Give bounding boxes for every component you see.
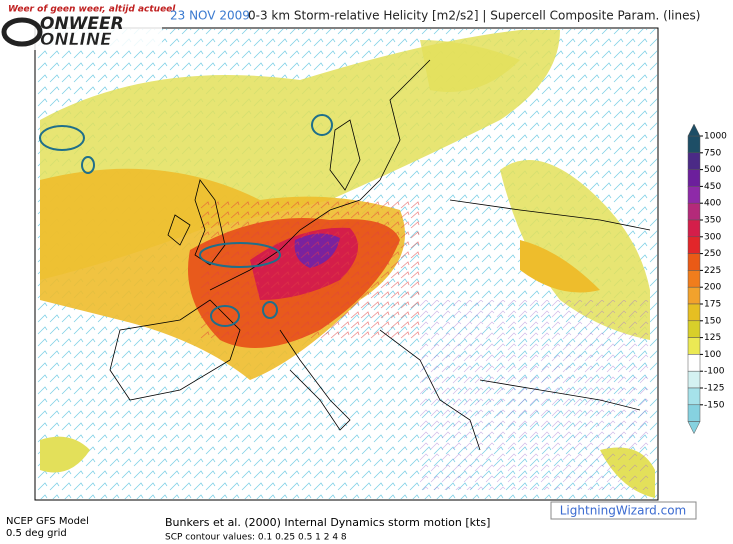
colorbar-label: 225 (704, 266, 721, 276)
helicity-area (420, 40, 520, 92)
colorbar-cell (687, 236, 701, 254)
colorbar-label: -100 (704, 367, 725, 377)
colorbar-cell (687, 387, 701, 406)
site-box (550, 501, 697, 520)
coastlines (109, 59, 651, 451)
colorbar-cell (687, 219, 701, 238)
helicity-area (520, 240, 600, 293)
colorbar-cell (687, 337, 701, 355)
logo: Weer of geen weer, altijd actueel ONWEER… (1, 2, 176, 50)
scp-contours (39, 114, 333, 327)
colorbar-cell (687, 370, 701, 389)
helicity-area (500, 160, 650, 340)
wind-barbs (420, 300, 650, 490)
colorbar-label: 500 (704, 165, 721, 175)
logo-text: ONLINE (40, 30, 112, 50)
colorbar-label: 125 (704, 333, 721, 343)
colorbar-cell (687, 186, 701, 204)
footer-model: NCEP GFS Model (6, 516, 89, 527)
colorbar-label: 200 (704, 283, 721, 293)
site-link[interactable]: LightningWizard.com (560, 504, 686, 518)
logo-tagline: Weer of geen weer, altijd actueel (8, 5, 176, 15)
colorbar-cell (687, 135, 701, 154)
colorbar-cell (687, 286, 701, 305)
colorbar-cell (687, 303, 701, 322)
footer-scp: SCP contour values: 0.1 0.25 0.5 1 2 4 8 (165, 533, 347, 543)
colorbar-cell (687, 270, 701, 288)
colorbar-label: 300 (704, 232, 721, 242)
helicity-area (40, 436, 90, 473)
colorbar-arrow (687, 421, 701, 435)
colorbar-cell (687, 404, 701, 422)
header-title: 0-3 km Storm-relative Helicity [m2/s2] |… (248, 9, 700, 23)
colorbar-label: 175 (704, 300, 721, 310)
colorbar-cell (687, 354, 701, 372)
footer-motion: Bunkers et al. (2000) Internal Dynamics … (165, 516, 490, 529)
colorbar-label: -125 (704, 384, 724, 394)
wind-barbs (200, 200, 420, 340)
colorbar-label: 1000 (704, 132, 727, 142)
logo-ring (1, 17, 43, 47)
colorbar-label: 400 (704, 199, 721, 209)
colorbar-label: 750 (704, 148, 721, 158)
colorbar-arrow (687, 123, 701, 137)
header-date: 23 NOV 2009 (170, 9, 250, 23)
colorbar-cell (687, 320, 701, 338)
colorbar-label: 250 (704, 249, 721, 259)
colorbar-cell (687, 253, 701, 271)
colorbar-cell (687, 152, 701, 170)
colorbar: 1000 750 500 450 400 350 300 250 225 200 175 150 125… (687, 123, 727, 435)
map (34, 27, 659, 501)
colorbar-label: -150 (704, 400, 725, 410)
colorbar-cell (687, 169, 701, 187)
colorbar-label: 350 (704, 216, 721, 226)
colorbar-label: 450 (704, 182, 721, 192)
colorbar-label: 100 (704, 350, 721, 360)
colorbar-label: 150 (704, 316, 721, 326)
colorbar-cell (687, 202, 701, 221)
footer-grid: 0.5 deg grid (6, 528, 67, 539)
logo-text: ONWEER (40, 14, 124, 34)
